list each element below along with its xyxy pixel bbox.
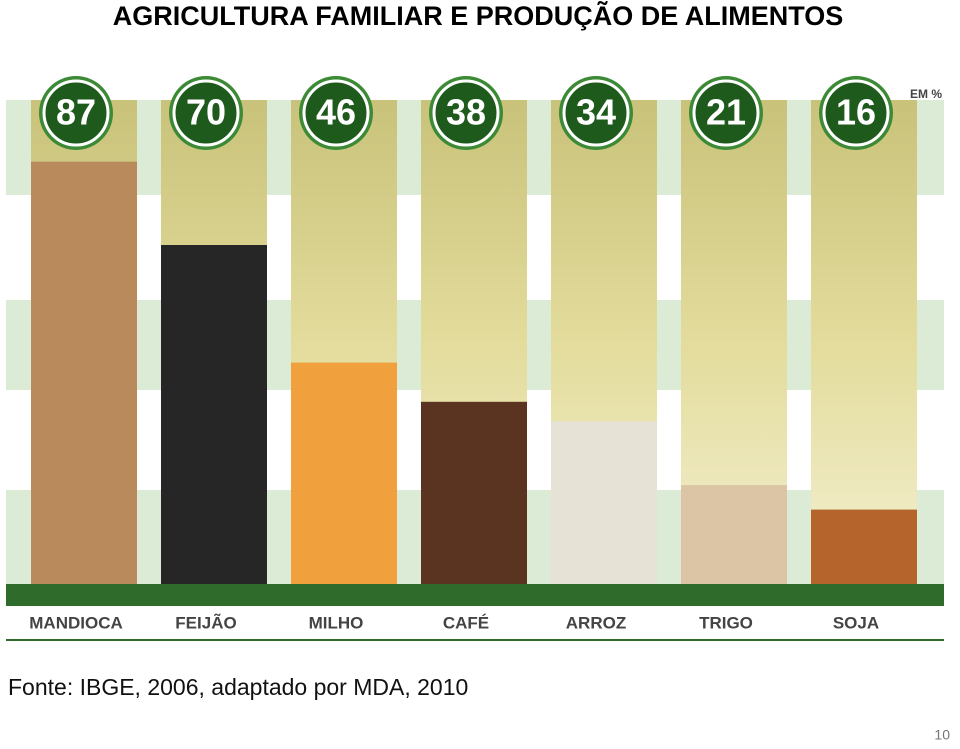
title: AGRICULTURA FAMILIAR E PRODUÇÃO DE ALIME… [113, 0, 844, 31]
badge [172, 79, 240, 147]
value-label: 16 [836, 92, 876, 133]
badge [302, 79, 370, 147]
value-label: 34 [576, 92, 616, 133]
chart: MANDIOCA 87 FEIJÃO 70 MILHO 46 CAFÉ 38 ARROZ 34 TR… [6, 76, 944, 641]
value-label: 87 [56, 92, 96, 133]
badge [692, 79, 760, 147]
badge [822, 79, 890, 147]
column-background [811, 100, 917, 588]
value-label: 21 [706, 92, 746, 133]
bar [161, 245, 267, 588]
x-tick-label: SOJA [833, 613, 879, 632]
bar [421, 401, 527, 588]
badge [562, 79, 630, 147]
value-label: 38 [446, 92, 486, 133]
x-tick-label: MILHO [309, 613, 364, 632]
x-tick-label: CAFÉ [443, 613, 489, 632]
page-number: 10 [934, 727, 950, 743]
x-tick-label: FEIJÃO [175, 612, 236, 632]
bar [811, 509, 917, 588]
value-label: 46 [316, 92, 356, 133]
bar [681, 485, 787, 588]
unit-label: EM % [910, 87, 942, 101]
source: Fonte: IBGE, 2006, adaptado por MDA, 201… [8, 674, 468, 700]
bar [291, 362, 397, 588]
label-band [6, 606, 944, 640]
bar [31, 161, 137, 588]
value-label: 70 [186, 92, 226, 133]
bar [551, 421, 657, 588]
x-tick-label: TRIGO [699, 613, 753, 632]
badge [432, 79, 500, 147]
x-tick-label: MANDIOCA [29, 613, 123, 632]
x-tick-label: ARROZ [566, 613, 626, 632]
baseline-band [6, 584, 944, 606]
badge [42, 79, 110, 147]
